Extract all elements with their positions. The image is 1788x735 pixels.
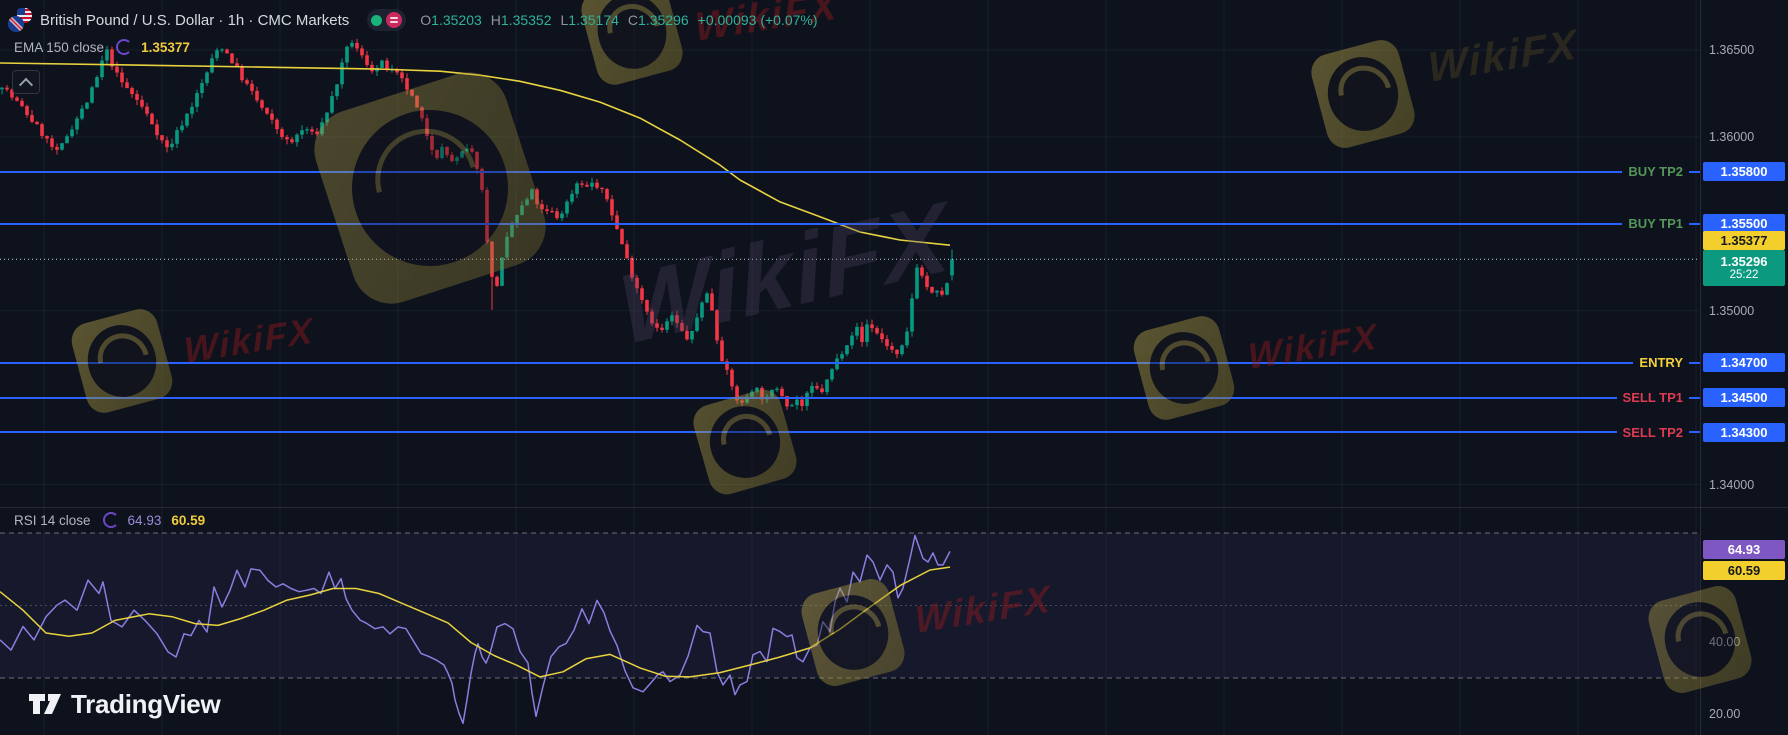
low-label: L	[560, 12, 569, 28]
label-sell-tp2[interactable]: SELL TP2	[1616, 423, 1689, 441]
status-pill	[367, 9, 407, 31]
rsi-tick[interactable]: 40.00	[1709, 634, 1741, 649]
rsi-tick[interactable]: 20.00	[1709, 707, 1741, 722]
price-axis-separator	[1700, 0, 1701, 735]
rsi-legend[interactable]: RSI 14 close 64.93 60.59	[14, 512, 205, 528]
pane-collapse-button[interactable]	[12, 70, 40, 94]
bar-countdown: 25:22	[1729, 269, 1759, 282]
label-entry[interactable]: ENTRY	[1633, 354, 1689, 372]
badge-rsi-value: 64.93	[1703, 539, 1785, 559]
ema-legend[interactable]: EMA 150 close 1.35377	[14, 39, 190, 55]
loading-spinner-icon	[102, 512, 119, 528]
close-label: C	[627, 12, 639, 28]
line-buy-tp1[interactable]	[0, 222, 1700, 225]
symbol-legend: British Pound / U.S. Dollar · 1h · CMC M…	[8, 8, 818, 32]
badge-buy-tp1-price: 1.35500	[1703, 214, 1785, 234]
rsi-ma-value: 60.59	[171, 512, 206, 528]
high-value: 1.35352	[500, 12, 552, 28]
tradingview-logo[interactable]: TradingView	[28, 688, 221, 720]
price-tick[interactable]: 1.36000	[1709, 129, 1755, 144]
gbpusd-flag-icon	[8, 8, 32, 32]
tradingview-wordmark: TradingView	[71, 688, 221, 719]
close-value: 1.35296	[638, 12, 689, 28]
tradingview-glyph-icon	[29, 694, 61, 714]
line-buy-tp2[interactable]	[0, 170, 1700, 173]
rsi-value: 64.93	[127, 512, 162, 528]
ema-indicator-label: EMA 150 close	[14, 39, 105, 55]
badge-entry-price: 1.34700	[1703, 353, 1785, 373]
badge-sell-tp1-price: 1.34500	[1703, 388, 1785, 408]
price-tick[interactable]: 1.36500	[1709, 43, 1755, 57]
badge-sell-tp2-price: 1.34300	[1703, 422, 1785, 442]
rsi-indicator-label: RSI 14 close	[14, 512, 91, 528]
badge-rsi-ma-value: 60.59	[1703, 560, 1785, 580]
label-sell-tp1[interactable]: SELL TP1	[1616, 389, 1689, 407]
badge-ema-price: 1.35377	[1703, 230, 1785, 250]
quick-menu-icon[interactable]	[386, 12, 403, 28]
market-status-dot-icon	[371, 14, 383, 26]
low-value: 1.35174	[568, 12, 619, 28]
high-label: H	[490, 12, 501, 28]
price-tick[interactable]: 1.34000	[1709, 477, 1755, 492]
current-price-value: 1.35296	[1720, 253, 1768, 269]
pane-separator[interactable]	[0, 507, 1788, 508]
badge-buy-tp2-price: 1.35800	[1703, 162, 1785, 182]
loading-spinner-icon	[116, 39, 133, 55]
ohlc-readout: O1.35203 H1.35352 L1.35174 C1.35296 +0.0…	[420, 12, 817, 28]
open-label: O	[420, 12, 432, 28]
line-entry[interactable]	[0, 361, 1700, 364]
line-sell-tp2[interactable]	[0, 431, 1700, 434]
price-tick[interactable]: 1.35000	[1709, 303, 1755, 318]
symbol-title[interactable]: British Pound / U.S. Dollar · 1h · CMC M…	[40, 11, 350, 29]
change-value: +0.00093 (+0.07%)	[697, 12, 818, 28]
chevron-up-icon	[18, 77, 34, 92]
badge-current-price: 1.35296 25:22	[1703, 250, 1785, 287]
label-buy-tp1[interactable]: BUY TP1	[1622, 215, 1689, 233]
line-sell-tp1[interactable]	[0, 396, 1700, 399]
ema-value: 1.35377	[141, 39, 190, 55]
label-buy-tp2[interactable]: BUY TP2	[1622, 163, 1689, 181]
open-value: 1.35203	[431, 12, 482, 28]
